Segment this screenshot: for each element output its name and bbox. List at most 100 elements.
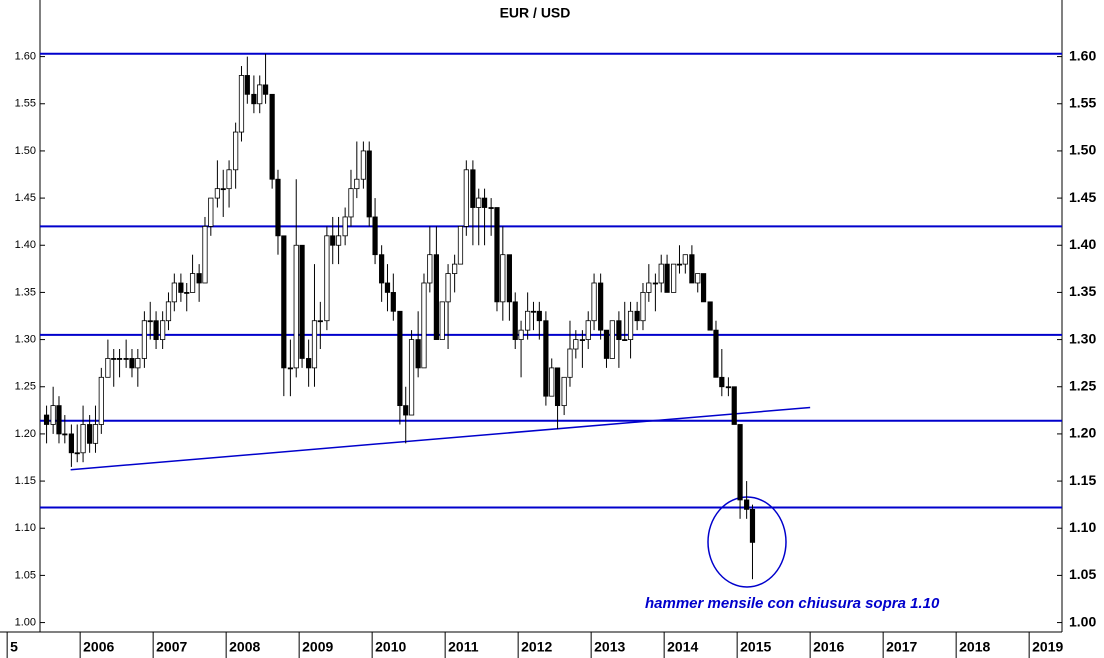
y-tick-label: 1.20 <box>15 428 36 440</box>
y-tick-label: 1.25 <box>15 381 36 393</box>
candle-body <box>92 424 99 444</box>
candle-body <box>408 339 415 416</box>
y2-tick-label: 1.10 <box>1069 519 1096 535</box>
candle-body <box>153 320 159 340</box>
x-tick-label: 2014 <box>667 639 698 655</box>
candle-body <box>251 93 257 105</box>
candle-body <box>463 169 469 227</box>
candle-body <box>105 358 111 378</box>
trend-line <box>70 406 811 471</box>
candle-body <box>226 169 232 190</box>
candle-body <box>457 225 464 265</box>
y2-tick-label: 1.20 <box>1069 425 1096 441</box>
candle-body <box>123 358 129 360</box>
candle-body <box>427 254 433 284</box>
candle-body <box>68 433 74 454</box>
candle-body <box>518 329 524 340</box>
candle-body <box>262 84 269 95</box>
x-tick-label: 2010 <box>375 639 406 655</box>
candle-body <box>627 310 634 340</box>
candle-body <box>658 263 664 284</box>
y-tick-label: 1.45 <box>15 192 36 204</box>
candle-body <box>184 292 190 294</box>
candle-body <box>476 197 482 208</box>
candle-body <box>189 273 196 293</box>
candle-body <box>494 207 500 303</box>
candle-body <box>233 131 239 171</box>
candle-body <box>372 216 378 256</box>
candle-body <box>403 405 409 416</box>
candle-body <box>616 320 622 340</box>
candle-body <box>573 339 579 350</box>
candle-body <box>652 282 658 285</box>
candle-body <box>43 414 50 425</box>
candle-body <box>160 320 166 340</box>
candle-body <box>354 178 360 190</box>
candle-body <box>640 292 646 322</box>
y-tick-label: 1.40 <box>15 239 36 251</box>
candle-body <box>634 310 640 322</box>
candle-body <box>445 273 451 303</box>
candle-body <box>731 386 737 425</box>
annotation: hammer mensile con chiusura sopra 1.10 <box>645 595 940 612</box>
candle-body <box>682 254 688 265</box>
candle-body <box>689 254 695 284</box>
y-tick-label: 1.30 <box>15 333 36 345</box>
candle-body <box>129 358 135 369</box>
x-tick-label: 2019 <box>1032 639 1063 655</box>
candle-body <box>244 75 250 95</box>
candle-body <box>744 499 750 510</box>
y2-tick-label: 1.45 <box>1069 189 1096 205</box>
y-tick-label: 1.10 <box>15 522 36 534</box>
candle-body <box>554 367 561 407</box>
candle-body <box>208 197 214 227</box>
candle-body <box>506 254 512 303</box>
x-tick-label: 2008 <box>229 639 260 655</box>
candle-body <box>707 301 713 331</box>
candle-body <box>561 376 567 407</box>
x-tick-label: 2007 <box>156 639 187 655</box>
y2-tick-label: 1.60 <box>1069 47 1096 63</box>
x-tick-label: 2017 <box>886 639 917 655</box>
x-tick-label: 2015 <box>740 639 771 655</box>
candle-body <box>214 188 220 199</box>
y-tick-label: 1.05 <box>15 569 36 581</box>
candle-body <box>536 310 542 322</box>
candle-body <box>579 339 585 341</box>
chart-title: EUR / USD <box>500 5 571 21</box>
candle-body <box>415 339 421 369</box>
candle-body <box>421 282 427 369</box>
y-tick-label: 1.60 <box>15 51 36 63</box>
x-tick-label: 2012 <box>521 639 552 655</box>
candle-body <box>360 150 366 180</box>
candle-body <box>238 75 245 133</box>
candle-body <box>433 254 439 340</box>
candle-body <box>269 93 275 180</box>
candle-body <box>62 433 68 436</box>
candle-body <box>500 254 506 303</box>
candle-body <box>390 292 396 312</box>
candle-body <box>603 329 610 359</box>
candle-body <box>317 320 323 323</box>
y2-tick-label: 1.55 <box>1069 94 1096 110</box>
candle-body <box>384 282 391 293</box>
candle-body <box>330 235 336 246</box>
x-tick-label: 2016 <box>813 639 844 655</box>
candle-body <box>311 320 318 369</box>
y2-tick-label: 1.00 <box>1069 613 1096 629</box>
x-tick-label: 2011 <box>448 639 479 655</box>
candle-body <box>87 424 93 444</box>
candle-body <box>713 329 719 378</box>
candle-body <box>366 150 372 218</box>
y-tick-label: 1.50 <box>15 145 36 157</box>
candle-body <box>676 263 683 266</box>
y-tick-label: 1.00 <box>15 616 36 628</box>
candle-body <box>116 358 123 360</box>
candle-body <box>56 405 62 435</box>
candle-body <box>98 376 104 425</box>
x-tick-label: 2013 <box>594 639 625 655</box>
candle-body <box>700 273 707 303</box>
candle-body <box>348 188 354 218</box>
